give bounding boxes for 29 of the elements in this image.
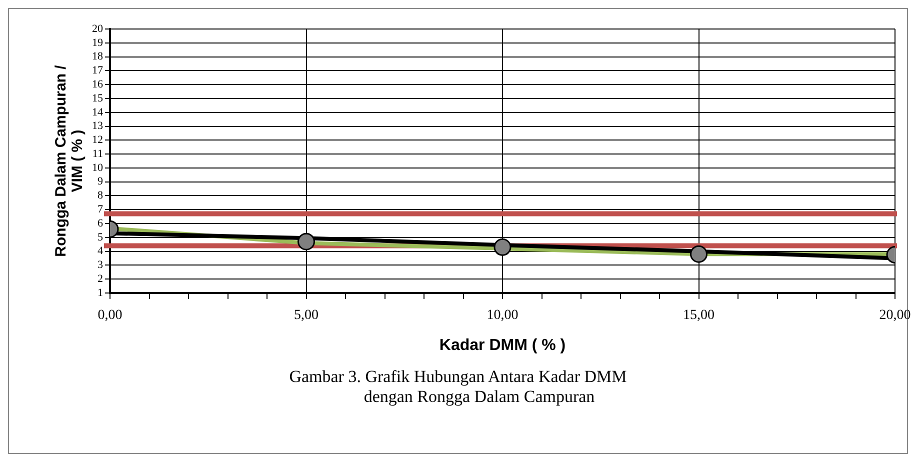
y-axis-title: Rongga Dalam Campuran / VIM ( % ): [52, 64, 86, 257]
y-tick-label: 13: [92, 120, 104, 132]
text: Gambar 3. Grafik Hubungan Antara Kadar DMM dengan Rongga Dalam Campuran: [288, 367, 628, 407]
y-tick-label: 9: [98, 176, 104, 188]
y-tick-label: 5: [98, 231, 104, 244]
x-tick-label: 5,00: [294, 308, 318, 324]
y-tick-label: 6: [98, 217, 104, 230]
y-tick-label: 17: [92, 64, 104, 77]
y-tick-label: 18: [92, 50, 104, 63]
y-tick-label: 16: [92, 78, 104, 90]
y-tick-label: 8: [98, 190, 104, 202]
y-tick-label: 15: [92, 92, 104, 104]
y-tick-label: 12: [92, 134, 103, 146]
y-tick-label: 20: [92, 22, 104, 35]
x-tick-label: 10,00: [486, 308, 518, 324]
y-tick-label: 3: [98, 259, 104, 272]
x-tick-label: 0,00: [98, 308, 122, 324]
y-tick-label: 11: [92, 148, 103, 160]
y-tick-label: 4: [98, 245, 104, 258]
x-tick-label: 15,00: [683, 308, 714, 324]
y-tick-label: 14: [92, 106, 104, 118]
y-tick-label: 10: [92, 162, 104, 174]
y-tick-label: 1: [98, 286, 103, 299]
y-tick-label: 2: [98, 272, 103, 285]
y-tick-label: 7: [98, 204, 104, 216]
point: [494, 238, 512, 256]
x-tick-label: 20,00: [879, 308, 911, 324]
y-tick-label: 19: [92, 36, 104, 49]
x-axis-title: Kadar DMM ( % ): [439, 336, 566, 354]
